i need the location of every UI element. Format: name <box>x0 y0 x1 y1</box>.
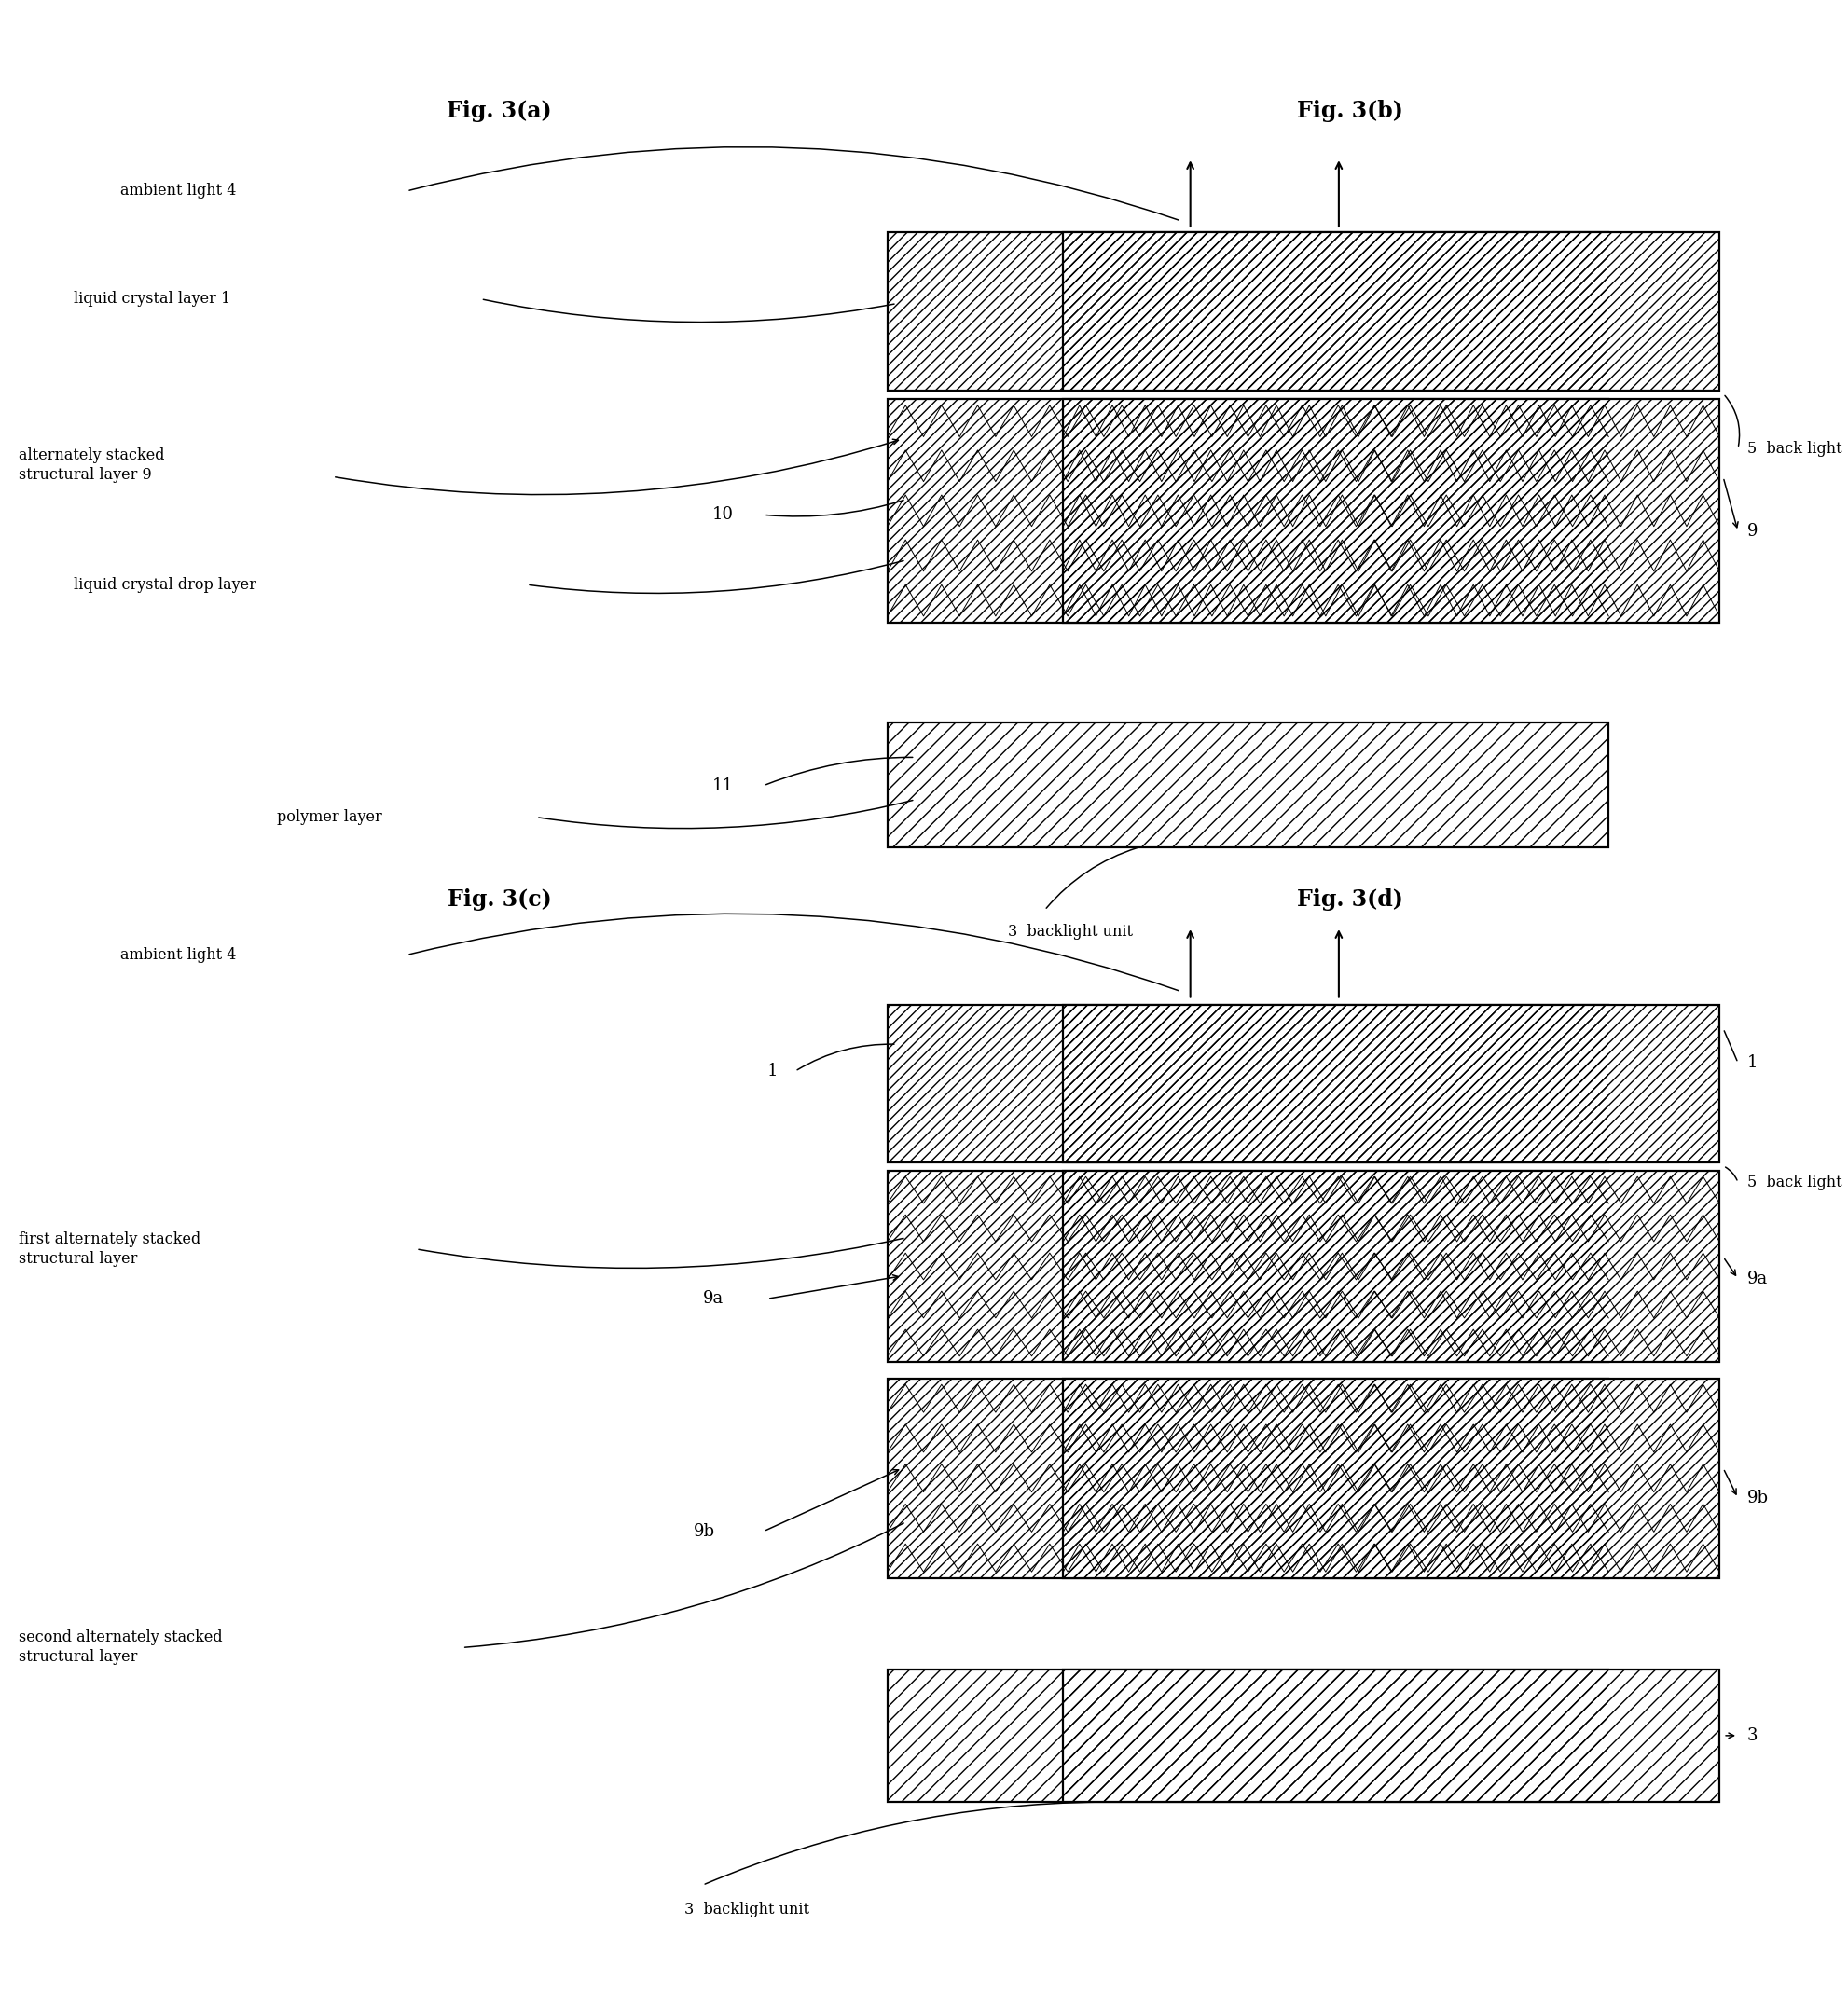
Bar <box>887 1004 1608 1162</box>
Bar <box>887 1379 1608 1578</box>
Bar <box>1063 399 1719 622</box>
Bar <box>1063 1004 1719 1162</box>
Text: Fig. 3(d): Fig. 3(d) <box>1295 889 1403 911</box>
Text: liquid crystal drop layer: liquid crystal drop layer <box>74 576 257 592</box>
Bar <box>887 233 1608 391</box>
Text: 5  back light: 5 back light <box>1746 440 1841 456</box>
Bar <box>887 399 1608 622</box>
Bar <box>887 1004 1608 1162</box>
Bar <box>887 1004 1608 1162</box>
Bar <box>1063 1670 1719 1802</box>
Text: Fig. 3(b): Fig. 3(b) <box>1295 100 1403 122</box>
Text: 5  back light: 5 back light <box>1746 1174 1841 1190</box>
Bar <box>887 1670 1608 1802</box>
Text: 9a: 9a <box>702 1289 723 1307</box>
Text: ambient light 4: ambient light 4 <box>120 183 237 199</box>
Text: 11: 11 <box>711 777 734 793</box>
Bar <box>887 1670 1608 1802</box>
Bar <box>1063 1172 1719 1361</box>
Text: 9a: 9a <box>1746 1270 1767 1287</box>
Text: 3  backlight unit: 3 backlight unit <box>1007 923 1133 939</box>
Bar <box>887 1379 1608 1578</box>
Text: alternately stacked
structural layer 9: alternately stacked structural layer 9 <box>18 446 164 482</box>
Text: liquid crystal layer 1: liquid crystal layer 1 <box>74 291 231 307</box>
Bar <box>887 1670 1608 1802</box>
Bar <box>1063 233 1719 391</box>
Bar <box>1063 1379 1719 1578</box>
Bar <box>1063 233 1719 391</box>
Bar <box>1063 1379 1719 1578</box>
Bar <box>887 1379 1608 1578</box>
Text: polymer layer: polymer layer <box>277 809 383 825</box>
Bar <box>1063 1379 1719 1578</box>
Text: 9b: 9b <box>1746 1489 1769 1507</box>
Text: 1: 1 <box>767 1062 778 1080</box>
Bar <box>887 1172 1608 1361</box>
Bar <box>887 399 1608 622</box>
Bar <box>887 721 1608 847</box>
Bar <box>1063 1172 1719 1361</box>
Text: Fig. 3(a): Fig. 3(a) <box>447 100 551 122</box>
Text: 1: 1 <box>1746 1054 1757 1072</box>
Bar <box>1063 1004 1719 1162</box>
Text: 3  backlight unit: 3 backlight unit <box>684 1901 809 1917</box>
Bar <box>1063 1004 1719 1162</box>
Bar <box>887 233 1608 391</box>
Bar <box>1063 399 1719 622</box>
Text: 9b: 9b <box>693 1523 715 1541</box>
Text: second alternately stacked
structural layer: second alternately stacked structural la… <box>18 1630 222 1666</box>
Bar <box>1063 233 1719 391</box>
Text: first alternately stacked
structural layer: first alternately stacked structural lay… <box>18 1232 200 1268</box>
Text: 10: 10 <box>711 506 734 524</box>
Text: Fig. 3(c): Fig. 3(c) <box>447 889 551 911</box>
Bar <box>887 1172 1608 1361</box>
Bar <box>887 233 1608 391</box>
Text: ambient light 4: ambient light 4 <box>120 947 237 963</box>
Bar <box>887 1172 1608 1361</box>
Bar <box>887 721 1608 847</box>
Bar <box>887 721 1608 847</box>
Bar <box>1063 1670 1719 1802</box>
Bar <box>887 399 1608 622</box>
Bar <box>1063 1670 1719 1802</box>
Text: 9: 9 <box>1746 522 1757 540</box>
Text: 3: 3 <box>1746 1728 1757 1744</box>
Bar <box>1063 399 1719 622</box>
Bar <box>1063 1172 1719 1361</box>
